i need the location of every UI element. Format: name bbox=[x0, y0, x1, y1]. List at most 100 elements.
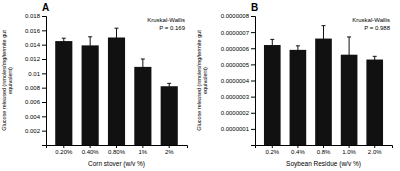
y-tick-mark bbox=[251, 97, 255, 98]
error-bar bbox=[296, 46, 300, 54]
error-bar-cap bbox=[270, 39, 274, 40]
error-bar-stem bbox=[169, 83, 170, 89]
y-tick: 0.0000003 bbox=[221, 94, 255, 100]
y-tick: 0.0000007 bbox=[221, 30, 255, 36]
error-bar-cap bbox=[322, 51, 326, 52]
y-tick-label: 0.002 bbox=[25, 128, 41, 134]
y-tick: 0.018 bbox=[25, 13, 46, 19]
x-tick-mark bbox=[116, 145, 117, 148]
bar bbox=[82, 45, 99, 145]
y-tick-mark bbox=[42, 88, 46, 89]
error-bar bbox=[322, 26, 326, 52]
y-tick: 0.0000001 bbox=[221, 126, 255, 132]
y-tick-mark bbox=[251, 32, 255, 33]
y-tick-mark bbox=[251, 16, 255, 17]
y-axis-line bbox=[251, 17, 256, 146]
error-bar-stem bbox=[297, 46, 298, 54]
y-axis-label: Glucose released (nmoles/mg/termite gute… bbox=[196, 30, 209, 131]
x-tick-label: 2% bbox=[165, 149, 174, 155]
error-bar-stem bbox=[142, 59, 143, 75]
error-bar-cap bbox=[167, 83, 171, 84]
error-bar-stem bbox=[323, 26, 324, 52]
y-tick-mark bbox=[42, 59, 46, 60]
y-axis: 0.0020.0040.0060.0080.010.0120.0140.0160… bbox=[25, 13, 47, 145]
y-tick-mark bbox=[42, 73, 46, 74]
x-tick-label: 0.20% bbox=[55, 149, 73, 155]
bar bbox=[55, 41, 72, 145]
y-tick-label: 0.0000007 bbox=[221, 30, 250, 36]
bar bbox=[315, 39, 332, 145]
error-bar-cap bbox=[347, 72, 351, 73]
figure: 0.0020.0040.0060.0080.010.0120.0140.0160… bbox=[0, 0, 400, 171]
y-tick-label: 0.01 bbox=[28, 71, 40, 77]
y-tick-label: 0.0000006 bbox=[221, 46, 250, 52]
y-tick-label: 0.0000001 bbox=[221, 126, 250, 132]
error-bar bbox=[270, 39, 274, 50]
y-tick-mark bbox=[42, 131, 46, 132]
x-tick-mark bbox=[142, 145, 143, 148]
x-tick-label: 0.40% bbox=[82, 149, 100, 155]
x-tick: 0.2% bbox=[265, 145, 279, 155]
y-tick-mark bbox=[42, 30, 46, 31]
error-bar-cap bbox=[62, 43, 66, 44]
error-bar-cap bbox=[296, 45, 300, 46]
error-bar bbox=[115, 28, 119, 47]
x-tick-mark bbox=[323, 145, 324, 148]
x-tick-label: 0.4% bbox=[291, 149, 305, 155]
x-tick: 2.0% bbox=[368, 145, 382, 155]
y-tick-label: 0.0000004 bbox=[221, 78, 250, 84]
y-axis-line bbox=[42, 17, 47, 146]
plot-area bbox=[264, 26, 383, 145]
y-tick-label: 0.004 bbox=[25, 114, 41, 120]
y-axis-label: Glucose released (nmoles/mg/termite gute… bbox=[1, 30, 14, 131]
y-tick: 0.014 bbox=[25, 42, 46, 48]
error-bar-cap bbox=[62, 38, 66, 39]
x-tick-mark bbox=[349, 145, 350, 148]
error-bar-cap bbox=[115, 46, 119, 47]
y-tick: 0.0000006 bbox=[221, 46, 255, 52]
error-bar-cap bbox=[296, 53, 300, 54]
y-tick-mark bbox=[251, 113, 255, 114]
x-axis-label: Corn stover (w/v %) bbox=[88, 160, 145, 168]
error-bar-cap bbox=[373, 62, 377, 63]
x-tick-mark bbox=[169, 145, 170, 148]
error-bar bbox=[88, 37, 92, 54]
error-bar-cap bbox=[270, 50, 274, 51]
y-tick-mark bbox=[251, 129, 255, 130]
y-tick: 0.004 bbox=[25, 114, 46, 120]
bar bbox=[290, 50, 307, 145]
x-tick: 1.0% bbox=[342, 145, 356, 155]
y-tick-label: 0.018 bbox=[25, 13, 41, 19]
error-bar-cap bbox=[115, 28, 119, 29]
x-tick-mark bbox=[90, 145, 91, 148]
x-tick-label: 0.2% bbox=[265, 149, 279, 155]
error-bar-cap bbox=[322, 25, 326, 26]
y-tick-label: 0.016 bbox=[25, 28, 41, 34]
error-bar-stem bbox=[374, 56, 375, 62]
panel: 0.0020.0040.0060.0080.010.0120.0140.0160… bbox=[1, 2, 188, 168]
y-tick-label: 0.008 bbox=[25, 85, 41, 91]
x-axis-label: Soybean Residue (w/v %) bbox=[286, 160, 361, 168]
y-tick-label: 0.0000002 bbox=[221, 110, 250, 116]
y-tick: 0.0000008 bbox=[221, 13, 255, 19]
x-axis-line bbox=[47, 146, 188, 149]
error-bar-cap bbox=[141, 74, 145, 75]
x-tick-label: 1% bbox=[139, 149, 148, 155]
error-bar-cap bbox=[167, 89, 171, 90]
y-tick-label: 0.0000003 bbox=[221, 94, 250, 100]
y-tick-mark bbox=[251, 64, 255, 65]
error-bar-stem bbox=[349, 37, 350, 72]
bar bbox=[134, 67, 151, 145]
plot-area bbox=[55, 28, 178, 145]
x-tick-label: 0.80% bbox=[108, 149, 126, 155]
x-axis: 0.20% 0.40% 0.80% 1% 2% bbox=[47, 145, 188, 155]
y-tick: 0.006 bbox=[25, 99, 46, 105]
x-axis-line bbox=[256, 146, 393, 149]
x-tick-mark bbox=[63, 145, 64, 148]
error-bar bbox=[347, 37, 351, 72]
y-tick-mark bbox=[251, 81, 255, 82]
error-bar-stem bbox=[116, 28, 117, 47]
bar bbox=[366, 60, 383, 145]
annotation: Kruskal-WallisP = 0.988 bbox=[352, 17, 390, 31]
panel-label: A bbox=[42, 2, 49, 13]
